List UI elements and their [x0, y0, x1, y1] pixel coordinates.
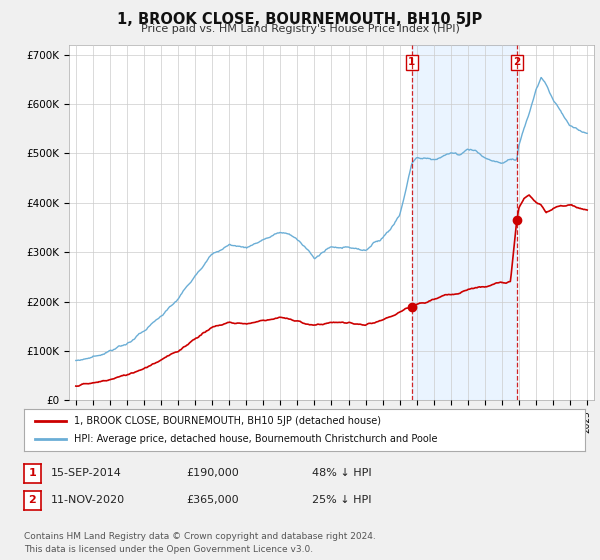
Text: £365,000: £365,000 [186, 495, 239, 505]
Text: 25% ↓ HPI: 25% ↓ HPI [312, 495, 371, 505]
Text: 1: 1 [408, 57, 415, 67]
Text: 1, BROOK CLOSE, BOURNEMOUTH, BH10 5JP (detached house): 1, BROOK CLOSE, BOURNEMOUTH, BH10 5JP (d… [74, 416, 382, 426]
Text: Price paid vs. HM Land Registry's House Price Index (HPI): Price paid vs. HM Land Registry's House … [140, 24, 460, 34]
Text: 11-NOV-2020: 11-NOV-2020 [51, 495, 125, 505]
Bar [412, 45, 517, 400]
Text: HPI: Average price, detached house, Bournemouth Christchurch and Poole: HPI: Average price, detached house, Bour… [74, 434, 438, 444]
Text: Contains HM Land Registry data © Crown copyright and database right 2024.
This d: Contains HM Land Registry data © Crown c… [24, 532, 376, 553]
Text: 1: 1 [29, 468, 36, 478]
Text: 1, BROOK CLOSE, BOURNEMOUTH, BH10 5JP: 1, BROOK CLOSE, BOURNEMOUTH, BH10 5JP [118, 12, 482, 27]
Text: 2: 2 [29, 495, 36, 505]
Text: 15-SEP-2014: 15-SEP-2014 [51, 468, 122, 478]
Text: 2: 2 [513, 57, 520, 67]
Text: 48% ↓ HPI: 48% ↓ HPI [312, 468, 371, 478]
Text: £190,000: £190,000 [186, 468, 239, 478]
